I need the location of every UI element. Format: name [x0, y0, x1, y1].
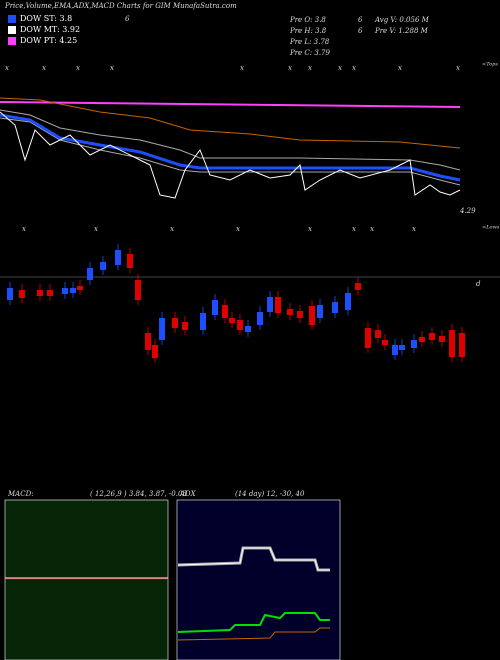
candle-body [309, 306, 315, 325]
candle-body [152, 345, 158, 358]
candle-body [115, 250, 121, 265]
candle-body [345, 293, 351, 310]
bottom-marker: x [94, 225, 98, 233]
info-text: Pre L: 3.78 [289, 38, 330, 46]
lower-band [0, 117, 461, 186]
top-marker: x [352, 64, 356, 72]
candle-body [77, 286, 83, 290]
plus-di [177, 612, 330, 633]
legend-swatch [8, 26, 16, 34]
info-text: Pre H: 3.8 [289, 27, 327, 35]
macd-title: MACD: [7, 490, 34, 498]
candle-body [429, 333, 435, 340]
candle-body [267, 297, 273, 312]
bottom-marker: x [170, 225, 174, 233]
candle-body [145, 333, 151, 350]
candle-body [229, 318, 235, 323]
bottom-marker: x [236, 225, 240, 233]
top-marker: x [110, 64, 114, 72]
candle-body [365, 328, 371, 348]
adx-params: (14 day) 12, -30, 40 [235, 490, 305, 498]
top-marker: x [398, 64, 402, 72]
info-text: Pre O: 3.8 [289, 16, 326, 24]
adx-line-core [177, 547, 330, 571]
candle-body [37, 290, 43, 296]
candle-body [439, 336, 445, 342]
ema-line [0, 113, 461, 182]
bottom-marker: x [412, 225, 416, 233]
legend-label: DOW MT: 3.92 [20, 25, 80, 34]
legend-swatch [8, 37, 16, 45]
adx-panel [176, 499, 341, 660]
candle-body [70, 288, 76, 293]
candle-body [245, 326, 251, 332]
bottom-marker: x [352, 225, 356, 233]
candle-body [375, 330, 381, 338]
top-marker: x [240, 64, 244, 72]
candle-body [222, 305, 228, 318]
macd-params: ( 12,26,9 ) 3.84, 3.87, -0.03 [90, 490, 187, 498]
candle-body [411, 340, 417, 348]
candle-body [19, 290, 25, 298]
top-marker: x [42, 64, 46, 72]
info-text: 6 [358, 27, 363, 35]
candle-body [135, 280, 141, 300]
candle-body [419, 337, 425, 342]
candle-body [127, 254, 133, 268]
candle-body [87, 268, 93, 280]
candle-body [212, 300, 218, 315]
resistance-line [0, 97, 461, 149]
candle-body [392, 345, 398, 355]
info-text: Pre C: 3.79 [289, 49, 330, 57]
candle-body [200, 313, 206, 330]
page-title: Price,Volume,EMA,ADX,MACD Charts for GIM… [4, 2, 237, 10]
top-marker: x [5, 64, 9, 72]
candle-body [382, 340, 388, 345]
candle-body [172, 318, 178, 328]
candle-body [275, 297, 281, 313]
upper-band [0, 109, 461, 171]
macd-panel [4, 499, 169, 660]
legend-label: DOW PT: 4.25 [20, 36, 77, 45]
candle-body [355, 283, 361, 290]
legend-label: DOW ST: 3.8 [20, 14, 72, 23]
info-text: Avg V: 0.056 M [374, 16, 430, 24]
candle-body [332, 302, 338, 313]
bottom-marker: x [308, 225, 312, 233]
tops-label: <Tops [482, 62, 498, 68]
bottom-marker: x [370, 225, 374, 233]
top-marker: x [308, 64, 312, 72]
info-text: Pre V: 1.288 M [374, 27, 429, 35]
candle-body [159, 318, 165, 340]
last-price: 4.29 [459, 207, 476, 215]
candle-body [257, 312, 263, 325]
candle-body [182, 322, 188, 330]
candle-body [237, 320, 243, 330]
dow-pt-line [0, 101, 461, 108]
top-marker: x [456, 64, 460, 72]
legend-swatch [8, 15, 16, 23]
info-text: 6 [358, 16, 363, 24]
candle-body [62, 288, 68, 294]
legend-extra: 6 [125, 15, 130, 23]
volume-marker: d [476, 280, 481, 288]
candle-body [317, 305, 323, 318]
candle-body [100, 262, 106, 270]
candle-body [297, 311, 303, 318]
lows-label: <Lows [482, 225, 500, 231]
minus-di [177, 627, 330, 641]
candle-body [399, 345, 405, 350]
top-marker: x [76, 64, 80, 72]
price-line [0, 111, 461, 199]
adx-title: ADX [179, 490, 197, 498]
candle-body [7, 288, 13, 300]
candle-body [449, 330, 455, 357]
candle-body [459, 333, 465, 357]
bottom-marker: x [22, 225, 26, 233]
top-marker: x [288, 64, 292, 72]
top-marker: x [338, 64, 342, 72]
candle-body [287, 309, 293, 315]
candle-body [47, 290, 53, 296]
